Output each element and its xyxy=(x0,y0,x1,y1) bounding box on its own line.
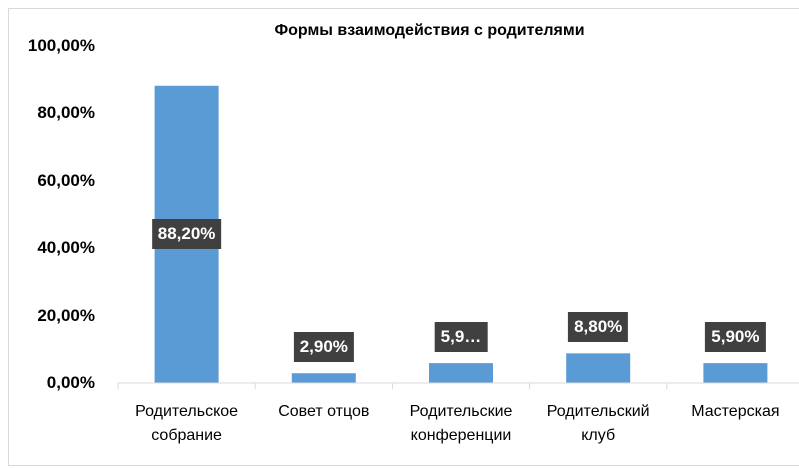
bar xyxy=(429,363,493,383)
x-tick-label: Родительские конференции xyxy=(409,403,513,444)
bar xyxy=(703,363,768,383)
y-tick-label: 80,00% xyxy=(37,103,95,123)
x-tick-label: Родительский клуб xyxy=(546,403,650,444)
data-label: 5,90% xyxy=(705,322,766,353)
y-tick-label: 100,00% xyxy=(27,36,95,55)
data-label: 5,9… xyxy=(434,322,488,353)
y-tick-label: 0,00% xyxy=(46,373,95,392)
y-tick-label: 20,00% xyxy=(37,305,95,325)
data-label: 88,20% xyxy=(151,219,222,250)
data-label: 2,90% xyxy=(293,332,354,363)
bar xyxy=(291,373,356,383)
data-label: 8,80% xyxy=(568,312,629,343)
chart-title: Формы взаимодействия с родителями xyxy=(274,22,585,39)
bar xyxy=(566,353,631,383)
x-tick-label: Мастерская xyxy=(691,403,780,420)
x-tick-label: Родительское собрание xyxy=(135,403,239,444)
y-tick-label: 60,00% xyxy=(37,170,95,190)
y-tick-label: 40,00% xyxy=(37,238,95,258)
chart-border xyxy=(8,8,799,466)
x-tick-label: Совет отцов xyxy=(278,403,370,420)
